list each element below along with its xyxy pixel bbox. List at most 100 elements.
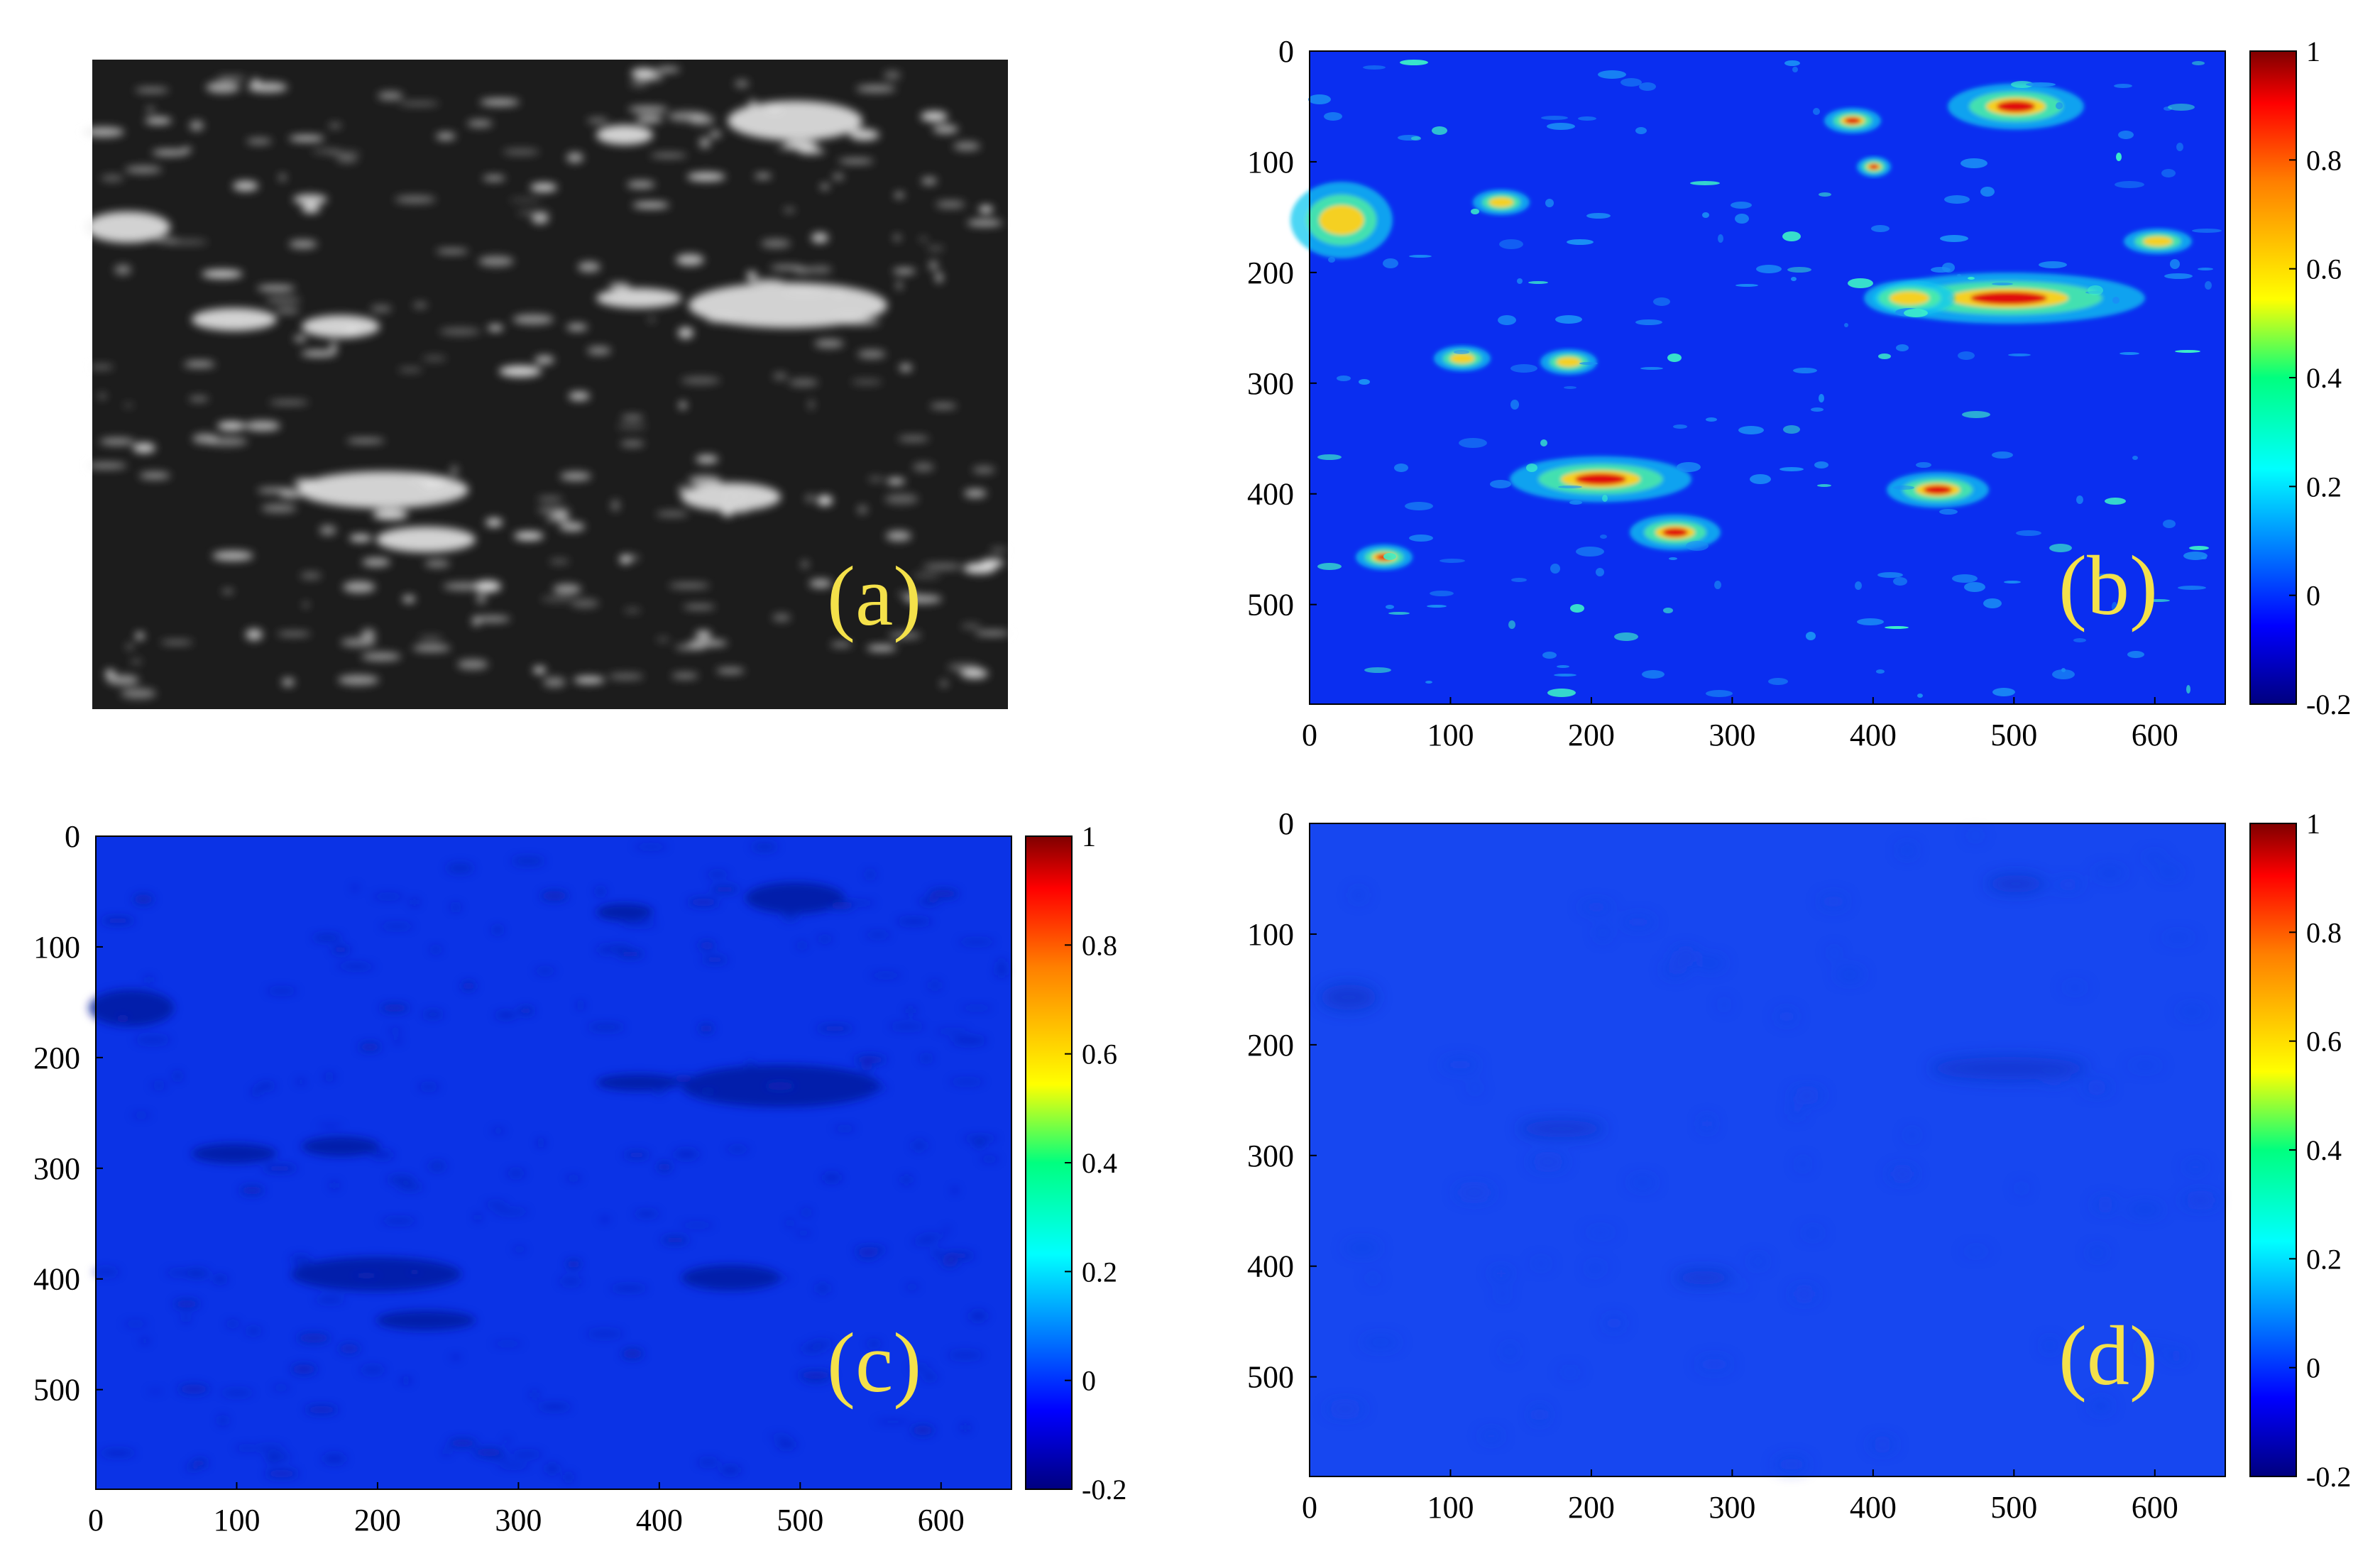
speck <box>2008 354 2031 356</box>
speck <box>2016 530 2041 536</box>
speckle <box>346 439 385 443</box>
speck <box>1992 451 2013 459</box>
speck <box>1388 612 1410 615</box>
faint-patch <box>1931 1057 2087 1080</box>
dark-speck <box>870 974 901 977</box>
dark-speck <box>410 899 419 906</box>
speckle <box>621 416 644 419</box>
speckle <box>457 659 488 669</box>
bright-patch <box>298 471 468 508</box>
speck <box>2011 81 2034 88</box>
speckle <box>679 486 689 495</box>
dark-speck <box>187 1464 198 1470</box>
speck <box>1667 354 1682 362</box>
faint-speck <box>2041 882 2071 888</box>
dark-speck <box>273 1386 290 1390</box>
faint-speck <box>1889 1168 1916 1180</box>
dark-speck <box>246 1328 261 1334</box>
speckle <box>543 677 566 687</box>
speckle <box>277 632 311 635</box>
dark-speck <box>834 1127 855 1131</box>
speckle <box>884 71 901 80</box>
faint-speck <box>2044 1340 2056 1350</box>
speck <box>1917 694 1923 698</box>
faint-speck <box>2167 1352 2186 1360</box>
dark-speck <box>124 1322 148 1326</box>
speckle <box>755 174 772 178</box>
speckle <box>699 137 711 148</box>
faint-speck <box>1798 1160 1808 1168</box>
speckle <box>488 325 503 331</box>
faint-speck <box>1963 1249 1990 1254</box>
speck <box>1893 577 1907 586</box>
speckle <box>972 466 995 473</box>
speck <box>2147 599 2170 602</box>
dark-speck <box>802 1210 811 1215</box>
hotspot-core <box>1844 117 1861 124</box>
speck <box>1602 495 1608 502</box>
dark-speck <box>559 1277 582 1286</box>
speck <box>2114 84 2132 88</box>
speckle <box>894 193 904 197</box>
dark-speck <box>674 1149 699 1159</box>
speckle <box>676 254 704 265</box>
speck <box>1400 60 1428 65</box>
speckle <box>608 674 644 679</box>
dark-speck <box>290 1255 312 1265</box>
dark-speck <box>407 1268 422 1276</box>
dark-speck <box>491 1129 505 1132</box>
colorbar-tick-label: 0.8 <box>2306 144 2342 176</box>
x-tick-label: 100 <box>1427 1490 1474 1525</box>
speck <box>1517 278 1523 284</box>
y-tick-label: 500 <box>1247 1360 1294 1395</box>
speckle <box>300 572 322 579</box>
speckle <box>312 150 341 153</box>
speckle <box>532 214 549 224</box>
speckle <box>424 560 450 567</box>
speck <box>1738 426 1764 434</box>
faint-patch <box>1519 1120 1604 1137</box>
panel-d-heatmap <box>1310 823 2225 1476</box>
panel-b-colorbar-ticks: 1 0.8 0.6 0.4 0.2 0 -0.2 <box>2289 35 2351 720</box>
speck <box>1459 438 1487 448</box>
faint-speck <box>2042 1075 2066 1082</box>
speck <box>2095 574 2119 578</box>
speck <box>1526 464 1537 472</box>
speckle <box>206 82 240 93</box>
dark-speck <box>747 1061 754 1068</box>
dark-speck <box>339 1344 360 1354</box>
speckle <box>146 107 155 111</box>
dark-speck <box>936 1030 970 1033</box>
faint-speck <box>1327 1403 1364 1415</box>
bright-patch <box>376 527 476 552</box>
colorbar-tick-label: -0.2 <box>1082 1474 1126 1506</box>
panel-b-y-axis: 0 100 200 300 400 500 <box>1247 34 1317 623</box>
speck <box>2118 131 2134 139</box>
speckle <box>893 268 916 274</box>
faint-speck <box>1481 1433 1502 1439</box>
speckle <box>620 441 645 446</box>
speck <box>1952 574 1978 583</box>
speckle <box>398 102 439 105</box>
speckle <box>857 350 886 358</box>
dark-speck <box>912 1239 936 1244</box>
speckle <box>294 478 317 487</box>
x-tick-label: 600 <box>2132 1490 2178 1525</box>
dark-speck <box>352 885 358 891</box>
colorbar-tick-label: 0 <box>1082 1365 1096 1397</box>
dark-patch <box>192 1144 277 1163</box>
dark-speck <box>697 1459 720 1466</box>
colorbar-tick-label: 0.4 <box>1082 1147 1117 1179</box>
dark-speck <box>963 1136 997 1141</box>
faint-speck <box>1603 1317 1625 1330</box>
speckle <box>724 495 745 498</box>
faint-speck <box>2083 1083 2110 1092</box>
dark-speck <box>635 845 667 849</box>
speck <box>1363 65 1386 70</box>
speck <box>1598 70 1626 79</box>
speckle <box>503 149 539 155</box>
speck <box>2178 586 2206 590</box>
speckle <box>617 425 647 428</box>
faint-speck <box>1775 1458 1808 1471</box>
panel-d-letter: (d) <box>2058 1308 2158 1403</box>
